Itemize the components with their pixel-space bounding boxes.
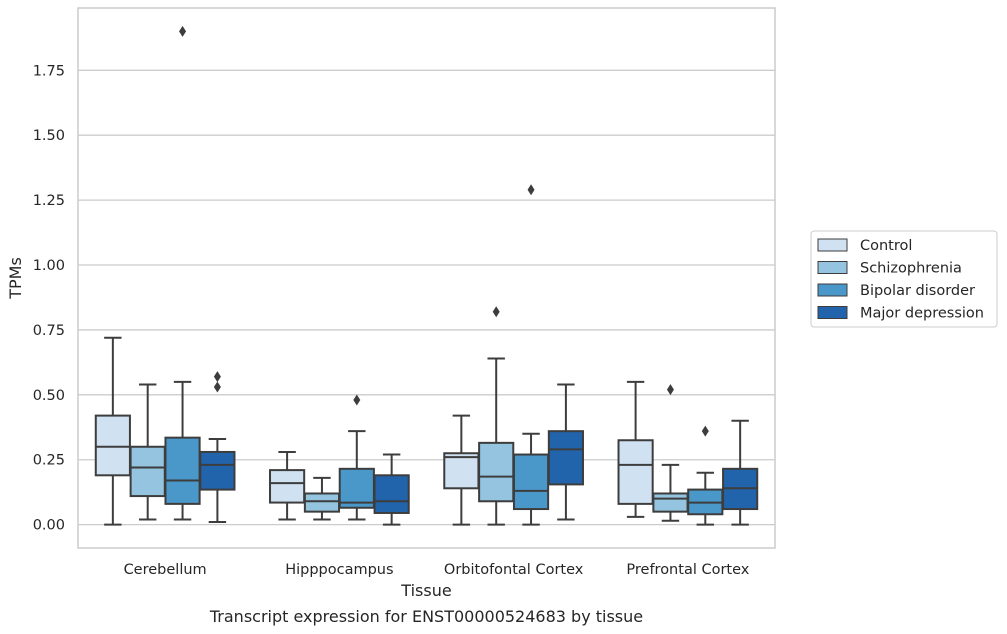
box-plot — [338, 394, 375, 521]
legend-label: Control — [860, 238, 912, 254]
x-tick-label: Orbitofontal Cortex — [444, 562, 584, 578]
y-tick-label: 1.75 — [33, 63, 65, 79]
legend-swatch — [817, 283, 848, 297]
x-tick-labels: Cerebellum Hipppocampus Orbitofontal Corte… — [124, 562, 750, 578]
legend-frame — [810, 230, 998, 328]
box — [443, 452, 480, 490]
legend: Control Schizophrenia Bipolar disorder Majo… — [810, 230, 998, 328]
box — [269, 469, 306, 504]
box — [547, 430, 584, 486]
x-tick-label: Hipppocampus — [285, 562, 393, 578]
series-control — [94, 336, 654, 526]
y-tick-label: 0.50 — [33, 388, 65, 404]
outlier-marker — [179, 25, 187, 37]
legend-swatch — [817, 261, 848, 274]
box — [373, 474, 410, 514]
series-schizophrenia — [129, 306, 689, 526]
y-tick-label: 1.50 — [33, 128, 65, 144]
y-axis-label: TPMs — [6, 257, 25, 300]
legend-swatch — [817, 306, 848, 319]
outlier-marker — [701, 425, 709, 437]
box-plot — [512, 184, 550, 526]
x-tick-label: Cerebellum — [124, 562, 207, 578]
box-plot — [129, 383, 166, 521]
box — [199, 450, 236, 491]
box-plot — [373, 453, 410, 526]
box-plot — [652, 384, 689, 522]
box — [617, 439, 654, 505]
box — [164, 436, 201, 505]
outlier-marker — [527, 184, 535, 196]
box — [652, 492, 689, 513]
y-tick-label: 1.25 — [33, 193, 65, 209]
y-tick-labels: 0.00 0.25 0.50 0.75 1.00 1.25 1.50 1.75 — [33, 63, 65, 533]
box — [478, 441, 515, 503]
legend-label: Schizophrenia — [860, 261, 962, 277]
box — [129, 445, 166, 498]
legend-label: Major depression — [860, 306, 984, 322]
box-plot — [687, 425, 724, 526]
outlier-marker — [666, 384, 674, 396]
outlier-marker — [213, 371, 221, 383]
box-plot — [199, 371, 236, 524]
box-plot — [164, 25, 201, 521]
series-major-depression — [199, 371, 759, 526]
box-plot — [722, 419, 759, 526]
y-tick-label: 1.00 — [33, 258, 65, 274]
legend-label: Bipolar disorder — [860, 283, 975, 299]
box-plot — [303, 476, 341, 521]
box — [303, 492, 341, 513]
box-plot — [617, 380, 654, 518]
box-plot — [94, 336, 131, 526]
box-plot — [478, 306, 515, 526]
box-plot — [443, 414, 480, 526]
outlier-marker — [213, 381, 221, 393]
plot-frame — [77, 7, 776, 549]
box-plot — [269, 450, 306, 521]
x-axis-label: Tissue — [400, 581, 451, 600]
outlier-marker — [492, 306, 500, 318]
box-groups — [94, 25, 759, 526]
outlier-marker — [353, 394, 361, 406]
y-tick-label: 0.75 — [33, 323, 65, 339]
y-tick-label: 0.25 — [33, 453, 65, 469]
box — [512, 453, 550, 511]
box — [94, 414, 131, 477]
legend-swatch — [817, 238, 848, 252]
box-plot — [547, 383, 584, 521]
chart-caption: Transcript expression for ENST0000052468… — [209, 607, 643, 626]
y-tick-label: 0.00 — [33, 518, 65, 534]
x-tick-label: Prefrontal Cortex — [626, 562, 749, 578]
